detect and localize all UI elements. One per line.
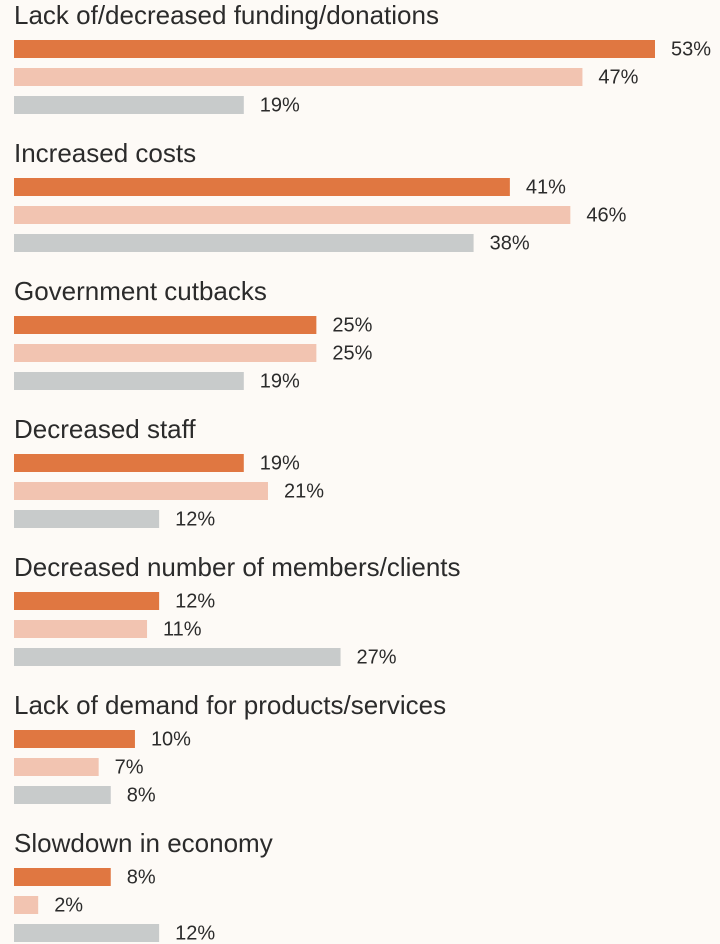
bar [14, 454, 244, 472]
value-label: 19% [260, 370, 300, 392]
bar [14, 178, 510, 196]
category-label: Decreased staff [14, 414, 196, 444]
value-label: 19% [260, 452, 300, 474]
value-label: 21% [284, 480, 324, 502]
bar [14, 510, 160, 528]
bar [14, 482, 268, 500]
bar [14, 648, 341, 666]
bar [14, 344, 317, 362]
value-label: 12% [175, 508, 215, 530]
bar [14, 868, 111, 886]
category-label: Decreased number of members/clients [14, 552, 461, 582]
value-label: 2% [54, 894, 83, 916]
value-label: 25% [332, 314, 372, 336]
bar [14, 924, 160, 942]
value-label: 27% [357, 646, 397, 668]
category-label: Government cutbacks [14, 276, 267, 306]
bar [14, 40, 655, 58]
value-label: 53% [671, 38, 711, 60]
bar [14, 68, 583, 86]
bar [14, 316, 317, 334]
value-label: 12% [175, 922, 215, 944]
value-label: 41% [526, 176, 566, 198]
bar [14, 896, 39, 914]
value-label: 25% [332, 342, 372, 364]
bar [14, 758, 99, 776]
bar [14, 206, 571, 224]
bar [14, 620, 148, 638]
value-label: 8% [127, 866, 156, 888]
value-label: 12% [175, 590, 215, 612]
bar [14, 592, 160, 610]
bar [14, 96, 244, 114]
category-label: Slowdown in economy [14, 828, 273, 858]
value-label: 7% [115, 756, 144, 778]
category-label: Lack of/decreased funding/donations [14, 0, 439, 30]
value-label: 19% [260, 94, 300, 116]
bar [14, 372, 244, 390]
category-label: Lack of demand for products/services [14, 690, 446, 720]
bar [14, 234, 474, 252]
bar [14, 786, 111, 804]
value-label: 38% [490, 232, 530, 254]
bar [14, 730, 135, 748]
value-label: 11% [163, 618, 202, 640]
value-label: 10% [151, 728, 191, 750]
value-label: 47% [598, 66, 638, 88]
value-label: 46% [586, 204, 626, 226]
category-label: Increased costs [14, 138, 196, 168]
value-label: 8% [127, 784, 156, 806]
